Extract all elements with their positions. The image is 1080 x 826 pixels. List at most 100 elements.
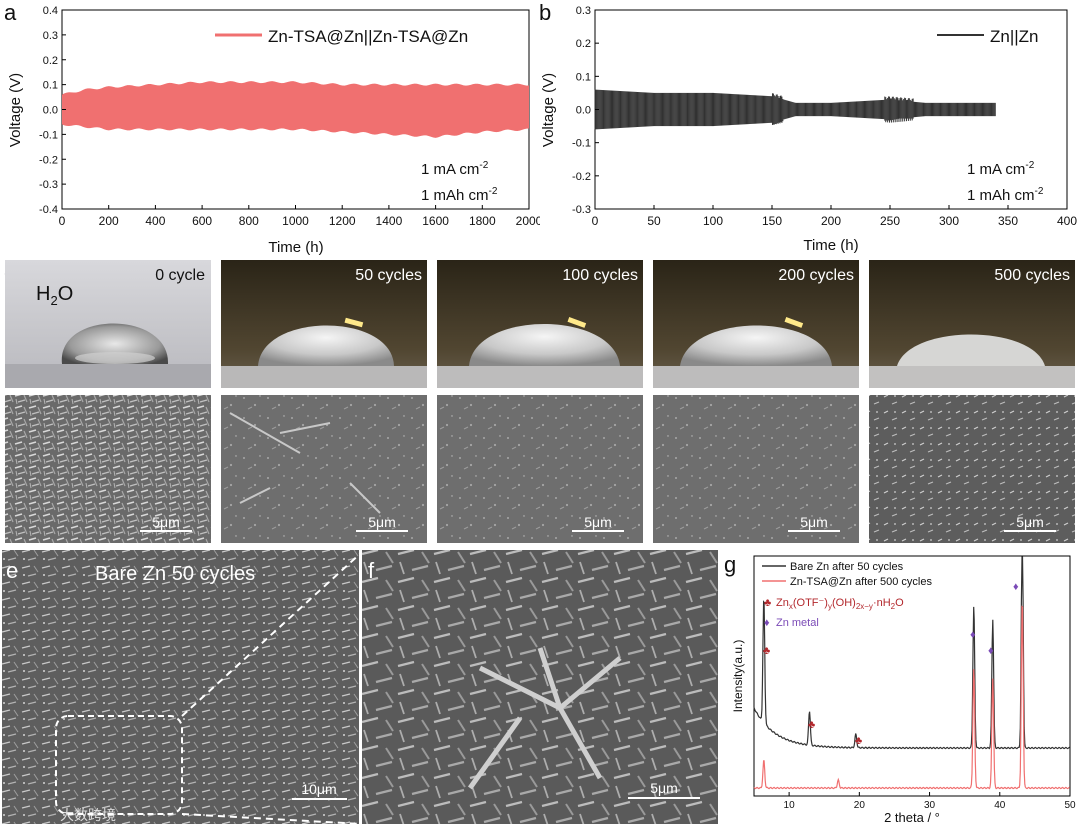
x-tick-label: 30 [924, 800, 936, 811]
legend-zn-marker: ♦ [764, 617, 770, 629]
sem-image-500-cycles [869, 395, 1075, 543]
panel-f-dendrite [467, 647, 622, 790]
x-tick-label: 1800 [469, 214, 496, 228]
panel-b-capacity-note: 1 mAh cm-2 [967, 186, 1044, 204]
x-tick-label: 1400 [376, 214, 403, 228]
cycle-label-0: 0 cycle [155, 267, 205, 284]
scale-label-50: 5μm [368, 514, 396, 530]
scale-label-500: 5μm [1016, 514, 1044, 530]
panel-e-scale-label: 10μm [301, 781, 336, 797]
panel-b-x-ticks: 0 50 100 150 200 250 300 350 400 [592, 205, 1077, 228]
panel-g-chart: g 10 20 30 40 50 Bare Zn after 50 cycles Zn-… [724, 552, 1076, 825]
scale-bar-200 [788, 530, 840, 532]
panel-a-chart: a 0.4 0.3 0.2 0.1 0.0 -0.1 -0.2 -0.3 -0.4 0 200 40… [4, 0, 540, 255]
panel-a-current-note: 1 mA cm-2 [421, 160, 489, 178]
contact-angle-photo-0-cycle: H2O 0 cycle [5, 260, 211, 388]
y-tick-label: -0.2 [572, 171, 591, 183]
contact-angle-photo-500-cycles: 500 cycles [869, 260, 1075, 388]
panel-a-x-ticks: 0 200 400 600 800 1000 1200 1400 1600 1800 2000 [59, 205, 540, 228]
x-tick-label: 400 [1057, 214, 1077, 228]
y-tick-label: 0.1 [576, 71, 591, 83]
panel-g-letter: g [724, 552, 736, 577]
legend-species-label: Znx(OTF⁻)y(OH)2x−y·nH2O [776, 597, 904, 611]
panel-b-x-label: Time (h) [803, 237, 858, 254]
sem-50-flakes [229, 412, 381, 514]
x-tick-label: 1000 [282, 214, 309, 228]
panel-g-x-label: 2 theta / ° [884, 810, 940, 825]
y-tick-label: 0.0 [576, 105, 591, 117]
legend-zn-label: Zn metal [776, 617, 819, 629]
x-tick-label: 150 [762, 214, 782, 228]
y-tick-label: 0.0 [43, 105, 58, 117]
contact-angle-photo-100-cycles: 100 cycles [437, 260, 643, 388]
x-tick-label: 200 [821, 214, 841, 228]
scale-bar-0 [140, 530, 192, 532]
x-tick-label: 600 [192, 214, 212, 228]
cycle-label-50: 50 cycles [355, 267, 422, 284]
panel-a-legend-label: Zn-TSA@Zn||Zn-TSA@Zn [268, 27, 468, 46]
scale-bar-100 [572, 530, 624, 532]
panel-e-title: Bare Zn 50 cycles [95, 563, 255, 585]
zoom-line-top [181, 551, 363, 717]
y-tick-label: 0.2 [576, 38, 591, 50]
xrd-trace-bare-zn [753, 556, 1070, 750]
panel-a-letter: a [4, 0, 17, 25]
x-tick-label: 800 [239, 214, 259, 228]
x-tick-label: 20 [854, 800, 866, 811]
scale-label-200: 5μm [800, 514, 828, 530]
legend-species-marker: ♣ [764, 597, 771, 609]
y-tick-label: 0.4 [43, 5, 58, 17]
panel-e-letter: e [6, 558, 18, 583]
panel-b-letter: b [539, 0, 551, 25]
x-tick-label: 0 [592, 214, 599, 228]
panel-a-y-ticks: 0.4 0.3 0.2 0.1 0.0 -0.1 -0.2 -0.3 -0.4 [39, 5, 66, 216]
panel-e-f-sem: e Bare Zn 50 cycles 10μm 大数跨境 f 5μm [2, 550, 718, 825]
watermark: 大数跨境 [60, 807, 116, 823]
x-tick-label: 10 [784, 800, 796, 811]
x-tick-label: 50 [647, 214, 661, 228]
panel-f-scale-label: 5μm [650, 780, 678, 796]
y-tick-label: -0.3 [39, 179, 58, 191]
panel-b-current-note: 1 mA cm-2 [967, 160, 1035, 178]
x-tick-label: 1200 [329, 214, 356, 228]
panel-g-x-ticks: 10 20 30 40 50 [784, 792, 1076, 811]
panel-g-frame [753, 555, 1071, 797]
panel-b-chart: b 0.3 0.2 0.1 0.0 -0.1 -0.2 -0.3 0 50 100 150 200 2… [539, 0, 1077, 254]
panel-a-voltage-band [62, 81, 529, 138]
zoom-line-bottom [181, 813, 363, 825]
sem-image-zoom [362, 550, 718, 824]
x-tick-label: 40 [994, 800, 1006, 811]
legend-label-black: Bare Zn after 50 cycles [790, 561, 904, 573]
scale-label-0: 5μm [152, 514, 180, 530]
y-tick-label: -0.1 [39, 129, 58, 141]
peak-marker-13: ♣ [808, 719, 815, 731]
panel-d-scale-bars: 5μm 5μm 5μm 5μm 5μm [140, 514, 1056, 532]
peak-marker-43: ♦ [1013, 581, 1019, 593]
panel-b-voltage-trace [594, 89, 996, 130]
y-tick-label: 0.2 [43, 55, 58, 67]
sem-image-100-cycles [437, 395, 643, 543]
y-tick-label: 0.3 [43, 30, 58, 42]
panel-g-y-label: Intensity(a.u.) [731, 640, 745, 713]
x-tick-label: 300 [939, 214, 959, 228]
y-tick-label: 0.1 [43, 80, 58, 92]
y-tick-label: -0.1 [572, 138, 591, 150]
panel-d-sem-images: d 5μm 5μm 5μm 5μm 5μm [4, 395, 1075, 543]
peak-marker-19: ♣ [855, 735, 862, 747]
legend-label-red: Zn-TSA@Zn after 500 cycles [790, 576, 932, 588]
sem-image-50-cycles [221, 395, 427, 543]
h2o-label: H2O [36, 283, 73, 308]
scale-bar-50 [356, 530, 408, 532]
contact-angle-photo-200-cycles: 200 cycles [653, 260, 859, 388]
sem-image-200-cycles [653, 395, 859, 543]
peak-marker-36: ♦ [970, 629, 976, 641]
x-tick-label: 400 [145, 214, 165, 228]
panel-a-y-label: Voltage (V) [7, 73, 24, 147]
sem-image-bare-zn [2, 550, 359, 824]
panel-f-letter: f [368, 558, 375, 583]
x-tick-label: 250 [880, 214, 900, 228]
x-tick-label: 0 [59, 214, 66, 228]
panel-b-y-label: Voltage (V) [540, 73, 557, 147]
x-tick-label: 2000 [516, 214, 540, 228]
x-tick-label: 50 [1064, 800, 1076, 811]
